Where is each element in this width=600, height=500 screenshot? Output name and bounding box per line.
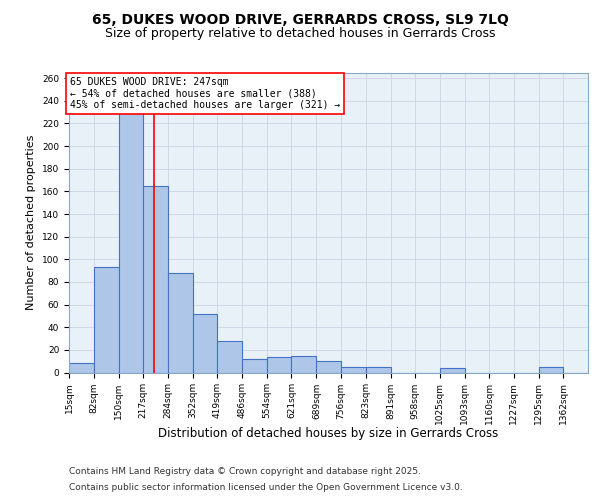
Bar [119, 112, 143, 372]
Bar [292, 356, 316, 372]
X-axis label: Distribution of detached houses by size in Gerrards Cross: Distribution of detached houses by size … [158, 427, 499, 440]
Text: 65 DUKES WOOD DRIVE: 247sqm
← 54% of detached houses are smaller (388)
45% of se: 65 DUKES WOOD DRIVE: 247sqm ← 54% of det… [70, 77, 340, 110]
Bar [69, 364, 94, 372]
Text: 65, DUKES WOOD DRIVE, GERRARDS CROSS, SL9 7LQ: 65, DUKES WOOD DRIVE, GERRARDS CROSS, SL… [92, 12, 508, 26]
Bar [440, 368, 464, 372]
Bar [242, 359, 267, 372]
Bar [143, 186, 168, 372]
Bar [217, 341, 242, 372]
Bar [316, 361, 341, 372]
Bar [94, 267, 119, 372]
Text: Contains public sector information licensed under the Open Government Licence v3: Contains public sector information licen… [69, 484, 463, 492]
Bar [267, 356, 292, 372]
Bar [365, 367, 391, 372]
Bar [539, 367, 563, 372]
Text: Contains HM Land Registry data © Crown copyright and database right 2025.: Contains HM Land Registry data © Crown c… [69, 467, 421, 476]
Bar [341, 367, 365, 372]
Y-axis label: Number of detached properties: Number of detached properties [26, 135, 37, 310]
Bar [193, 314, 217, 372]
Text: Size of property relative to detached houses in Gerrards Cross: Size of property relative to detached ho… [105, 28, 495, 40]
Bar [168, 273, 193, 372]
